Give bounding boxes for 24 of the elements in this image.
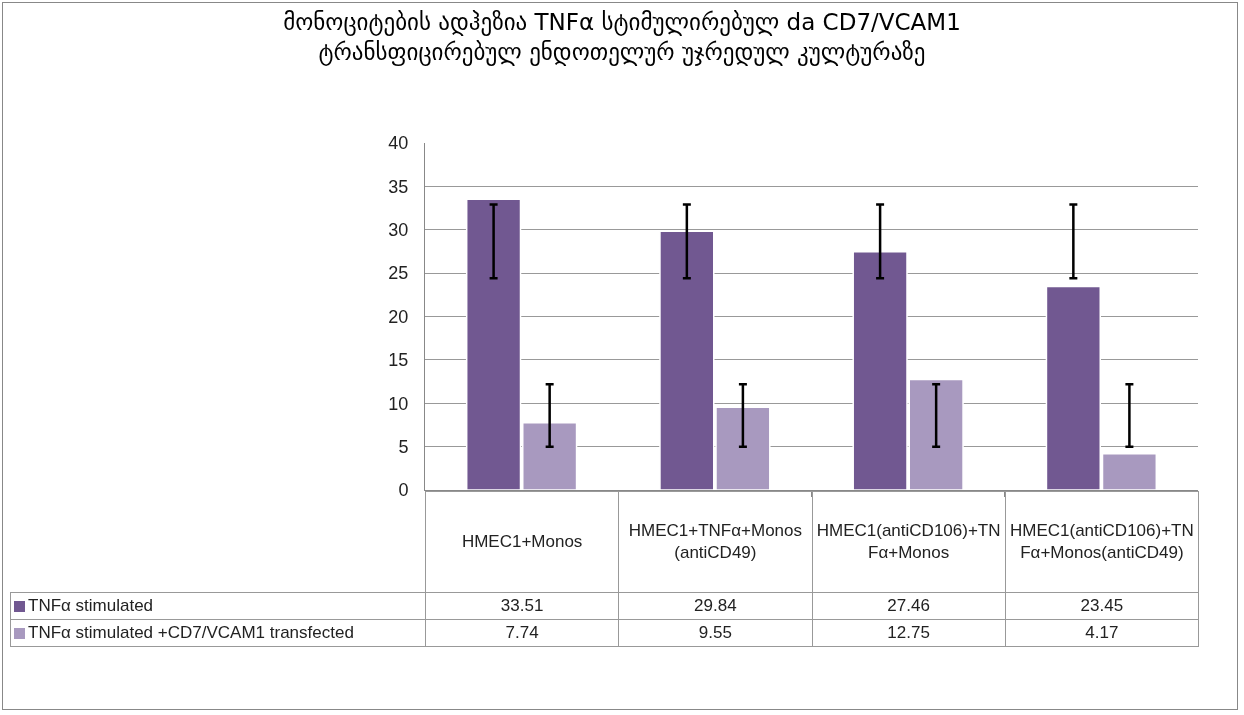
y-tick-label: 10 <box>388 393 409 414</box>
data-label: 29.84 <box>618 592 812 620</box>
y-tick-label: 15 <box>388 350 409 371</box>
data-label: 12.75 <box>812 619 1006 647</box>
data-label: 23.45 <box>1005 592 1199 620</box>
data-label: 27.46 <box>812 592 1006 620</box>
y-tick-label: 40 <box>388 133 409 154</box>
y-tick-label: 5 <box>398 436 409 457</box>
y-tick-label: 35 <box>388 176 409 197</box>
y-tick-label: 20 <box>388 306 409 327</box>
y-tick-label: 25 <box>388 263 409 284</box>
x-tick-label: HMEC1+TNFα+Monos(antiCD49) <box>618 491 812 593</box>
data-label: 33.51 <box>425 592 619 620</box>
x-tick-label: HMEC1(antiCD106)+TNFα+Monos(antiCD49) <box>1005 491 1199 593</box>
chart-title: მონოციტების ადჰეზია TNFα სტიმულირებულ da CD7/VCAM1 ტრანსფიცირებულ ენდოთელურ უჯრედულ კულტურაზე <box>283 8 961 66</box>
x-tick-label: HMEC1+Monos <box>425 491 619 593</box>
x-tick-label: HMEC1(antiCD106)+TNFα+Monos <box>812 491 1006 593</box>
data-label: 7.74 <box>425 619 619 647</box>
y-tick-label: 30 <box>388 220 409 241</box>
y-tick-label: 0 <box>398 480 409 501</box>
data-label: 4.17 <box>1005 619 1199 647</box>
legend-label: TNFα stimulated +CD7/VCAM1 transfected <box>28 623 354 643</box>
legend-label: TNFα stimulated <box>28 596 154 615</box>
data-label: 9.55 <box>618 619 812 647</box>
